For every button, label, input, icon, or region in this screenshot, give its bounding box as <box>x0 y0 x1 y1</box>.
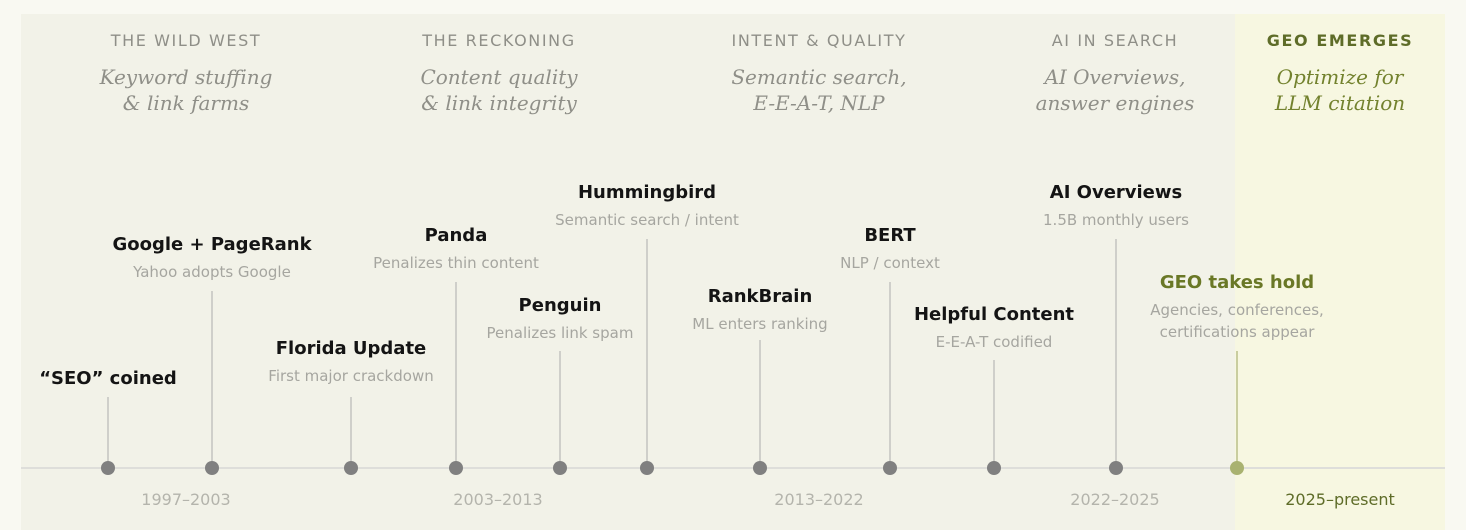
period-label: 1997–2003 <box>141 490 231 509</box>
era-subtitle-line: E-E-A-T, NLP <box>753 91 885 115</box>
era-subtitle-line: & link farms <box>122 91 250 115</box>
timeline-marker <box>101 461 115 475</box>
era-subtitle-line: AI Overviews, <box>1044 65 1186 89</box>
event-title: Penguin <box>518 295 602 316</box>
event-subtitle: 1.5B monthly users <box>1043 211 1189 229</box>
era-subtitle: Keyword stuffing & link farms <box>36 64 336 116</box>
era-wild-west: THE WILD WEST Keyword stuffing & link fa… <box>36 30 336 116</box>
period-label: 2003–2013 <box>453 490 543 509</box>
event-stem <box>993 360 995 468</box>
event-stem <box>646 239 648 468</box>
event-panda: Panda Penalizes thin content <box>316 225 596 274</box>
event-title: RankBrain <box>707 286 813 307</box>
event-geo-takes-hold: GEO takes hold Agencies, conferences, ce… <box>1097 272 1377 343</box>
event-subtitle-line: Agencies, conferences, <box>1150 301 1324 319</box>
event-stem <box>1236 351 1238 468</box>
event-ai-overviews: AI Overviews 1.5B monthly users <box>976 182 1256 231</box>
event-subtitle: Penalizes thin content <box>373 254 539 272</box>
period-label-geo: 2025–present <box>1285 490 1395 509</box>
era-subtitle-line: & link integrity <box>421 91 577 115</box>
timeline-marker <box>449 461 463 475</box>
period-label: 2013–2022 <box>774 490 864 509</box>
event-subtitle: Agencies, conferences, certifications ap… <box>1097 299 1377 343</box>
event-subtitle: NLP / context <box>840 254 940 272</box>
event-subtitle-line: certifications appear <box>1159 323 1315 341</box>
era-title: AI IN SEARCH <box>1051 31 1179 50</box>
event-stem <box>211 291 213 468</box>
event-title: BERT <box>864 225 916 246</box>
event-bert: BERT NLP / context <box>750 225 1030 274</box>
timeline-main-panel <box>21 14 1235 530</box>
era-subtitle: AI Overviews, answer engines <box>965 64 1265 116</box>
event-stem <box>1115 239 1117 468</box>
event-google-pagerank: Google + PageRank Yahoo adopts Google <box>72 234 352 283</box>
event-rankbrain: RankBrain ML enters ranking <box>620 286 900 335</box>
timeline-marker <box>344 461 358 475</box>
era-subtitle-line: answer engines <box>1035 91 1195 115</box>
era-subtitle-line: Content quality <box>420 65 578 89</box>
event-title: AI Overviews <box>1049 182 1183 203</box>
event-subtitle: Yahoo adopts Google <box>133 263 291 281</box>
era-subtitle-line: Optimize for <box>1276 65 1404 89</box>
event-title: “SEO” coined <box>39 368 177 389</box>
event-subtitle: First major crackdown <box>268 367 434 385</box>
era-ai-in-search: AI IN SEARCH AI Overviews, answer engine… <box>965 30 1265 116</box>
event-stem <box>559 351 561 468</box>
era-subtitle: Content quality & link integrity <box>349 64 649 116</box>
timeline-marker <box>205 461 219 475</box>
era-geo-emerges: GEO EMERGES Optimize for LLM citation <box>1190 30 1466 116</box>
event-subtitle: Semantic search / intent <box>555 211 739 229</box>
era-reckoning: THE RECKONING Content quality & link int… <box>349 30 649 116</box>
event-title: Hummingbird <box>577 182 717 203</box>
event-title: GEO takes hold <box>1159 272 1315 293</box>
event-hummingbird: Hummingbird Semantic search / intent <box>507 182 787 231</box>
event-seo-coined: “SEO” coined <box>0 368 248 390</box>
period-label: 2022–2025 <box>1070 490 1160 509</box>
era-intent-quality: INTENT & QUALITY Semantic search, E-E-A-… <box>669 30 969 116</box>
event-florida-update: Florida Update First major crackdown <box>211 338 491 387</box>
event-title: Panda <box>424 225 488 246</box>
event-stem <box>759 340 761 468</box>
timeline-marker <box>553 461 567 475</box>
event-subtitle: E-E-A-T codified <box>935 333 1053 351</box>
event-title: Florida Update <box>275 338 427 359</box>
era-subtitle-line: Semantic search, <box>731 65 907 89</box>
era-subtitle-line: Keyword stuffing <box>99 65 273 89</box>
timeline-marker-geo <box>1230 461 1244 475</box>
era-subtitle: Optimize for LLM citation <box>1190 64 1466 116</box>
era-subtitle: Semantic search, E-E-A-T, NLP <box>669 64 969 116</box>
geo-highlight-panel <box>1235 14 1445 530</box>
event-title: Google + PageRank <box>112 234 312 255</box>
timeline-marker <box>1109 461 1123 475</box>
timeline-marker <box>753 461 767 475</box>
event-stem <box>455 282 457 468</box>
era-subtitle-line: LLM citation <box>1274 91 1406 115</box>
event-helpful-content: Helpful Content E-E-A-T codified <box>854 304 1134 353</box>
era-title: INTENT & QUALITY <box>731 31 907 50</box>
era-title: GEO EMERGES <box>1266 31 1414 50</box>
era-title: THE RECKONING <box>422 31 576 50</box>
timeline-marker <box>883 461 897 475</box>
event-penguin: Penguin Penalizes link spam <box>420 295 700 344</box>
event-title: Helpful Content <box>913 304 1075 325</box>
timeline-marker <box>987 461 1001 475</box>
event-stem <box>107 397 109 468</box>
era-title: THE WILD WEST <box>110 31 262 50</box>
event-stem <box>889 282 891 468</box>
event-stem <box>350 397 352 468</box>
event-subtitle: Penalizes link spam <box>486 324 634 342</box>
event-subtitle: ML enters ranking <box>692 315 828 333</box>
timeline-marker <box>640 461 654 475</box>
timeline-axis <box>21 467 1445 469</box>
